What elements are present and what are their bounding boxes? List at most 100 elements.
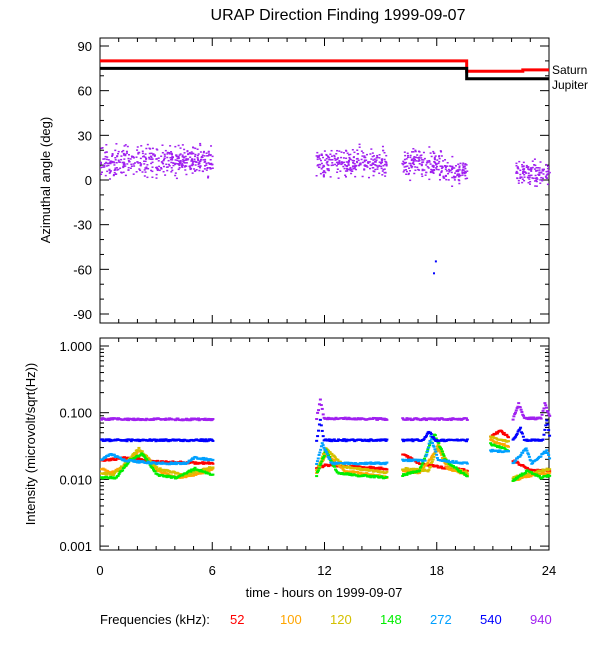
scatter-point bbox=[372, 170, 375, 172]
scatter-point bbox=[190, 160, 193, 162]
scatter-point bbox=[324, 171, 327, 174]
scatter-point bbox=[416, 157, 419, 159]
scatter-point bbox=[122, 171, 125, 174]
scatter-point bbox=[179, 161, 182, 163]
scatter-point bbox=[461, 171, 464, 173]
scatter-point bbox=[531, 177, 534, 179]
scatter-point bbox=[461, 168, 464, 171]
series-point-120 bbox=[435, 448, 439, 451]
scatter-point bbox=[164, 149, 167, 152]
scatter-point bbox=[528, 168, 531, 171]
series-point-52 bbox=[114, 458, 118, 461]
series-point-148 bbox=[156, 473, 160, 476]
series-point-120 bbox=[133, 451, 137, 454]
series-point-940 bbox=[326, 418, 330, 421]
scatter-point bbox=[184, 159, 187, 161]
scatter-point bbox=[441, 165, 444, 168]
series-point-940 bbox=[541, 409, 545, 412]
series-point-540 bbox=[541, 438, 545, 441]
scatter-point bbox=[523, 173, 526, 176]
series-point-272 bbox=[434, 450, 438, 453]
scatter-point bbox=[160, 155, 163, 158]
scatter-point bbox=[178, 154, 181, 156]
series-point-100 bbox=[191, 474, 195, 477]
scatter-point bbox=[117, 152, 120, 155]
series-point-148 bbox=[180, 474, 184, 477]
scatter-point bbox=[464, 167, 467, 170]
series-point-272 bbox=[546, 451, 550, 454]
scatter-point bbox=[199, 165, 202, 167]
series-point-540 bbox=[108, 440, 112, 443]
scatter-point bbox=[140, 163, 143, 165]
scatter-point bbox=[437, 168, 440, 171]
scatter-point bbox=[462, 171, 465, 174]
scatter-point bbox=[325, 154, 328, 157]
scatter-point bbox=[100, 161, 103, 164]
series-point-100 bbox=[443, 462, 447, 465]
series-point-52 bbox=[427, 463, 431, 466]
scatter-point bbox=[194, 155, 197, 158]
scatter-point bbox=[206, 155, 209, 157]
series-point-100 bbox=[156, 470, 160, 473]
scatter-point bbox=[132, 157, 135, 159]
series-point-272 bbox=[319, 445, 323, 448]
series-point-272 bbox=[368, 462, 372, 465]
scatter-point bbox=[326, 163, 329, 166]
scatter-point bbox=[323, 170, 326, 172]
series-point-272 bbox=[160, 462, 164, 465]
reference-line-saturn bbox=[100, 59, 549, 73]
scatter-point bbox=[156, 169, 159, 172]
series-point-540 bbox=[136, 438, 140, 441]
series-point-52 bbox=[410, 457, 414, 460]
scatter-point bbox=[353, 166, 356, 168]
series-point-272 bbox=[495, 449, 499, 452]
scatter-point bbox=[321, 171, 324, 174]
series-point-272 bbox=[406, 460, 410, 463]
scatter-point bbox=[127, 159, 130, 162]
scatter-point bbox=[535, 177, 538, 179]
scatter-point bbox=[320, 168, 323, 170]
series-point-100 bbox=[436, 447, 440, 450]
scatter-point bbox=[196, 154, 199, 157]
scatter-point bbox=[155, 166, 158, 169]
series-point-148 bbox=[513, 479, 517, 482]
series-point-940 bbox=[185, 417, 189, 420]
scatter-point bbox=[433, 158, 436, 161]
series-point-120 bbox=[336, 458, 340, 461]
scatter-point bbox=[367, 161, 370, 164]
scatter-point bbox=[440, 171, 443, 174]
scatter-point bbox=[331, 158, 334, 161]
scatter-point bbox=[542, 173, 545, 175]
scatter-point bbox=[517, 167, 520, 170]
series-point-540 bbox=[545, 419, 549, 422]
series-point-52 bbox=[516, 461, 520, 464]
series-point-148 bbox=[380, 475, 384, 478]
series-point-940 bbox=[437, 418, 441, 421]
series-point-272 bbox=[525, 449, 529, 452]
series-point-272 bbox=[460, 462, 464, 465]
scatter-point bbox=[425, 171, 428, 174]
scatter-point bbox=[209, 163, 212, 165]
series-point-148 bbox=[192, 467, 196, 470]
series-point-148 bbox=[546, 474, 550, 477]
series-point-540 bbox=[410, 438, 414, 441]
series-point-272 bbox=[173, 461, 177, 464]
scatter-point bbox=[438, 173, 441, 175]
scatter-point bbox=[319, 159, 322, 162]
scatter-point bbox=[123, 145, 126, 147]
scatter-point bbox=[329, 176, 332, 178]
scatter-point bbox=[123, 163, 126, 165]
series-point-272 bbox=[526, 452, 530, 455]
scatter-point bbox=[162, 165, 165, 168]
scatter-point bbox=[414, 150, 417, 153]
scatter-point bbox=[412, 157, 415, 160]
series-point-272 bbox=[161, 461, 165, 464]
series-point-52 bbox=[156, 459, 160, 462]
series-point-52 bbox=[435, 464, 439, 467]
series-point-940 bbox=[135, 418, 139, 421]
scatter-point bbox=[444, 165, 447, 168]
scatter-point bbox=[357, 159, 360, 162]
scatter-point bbox=[142, 155, 145, 157]
scatter-point bbox=[187, 158, 190, 160]
scatter-point bbox=[405, 173, 408, 175]
